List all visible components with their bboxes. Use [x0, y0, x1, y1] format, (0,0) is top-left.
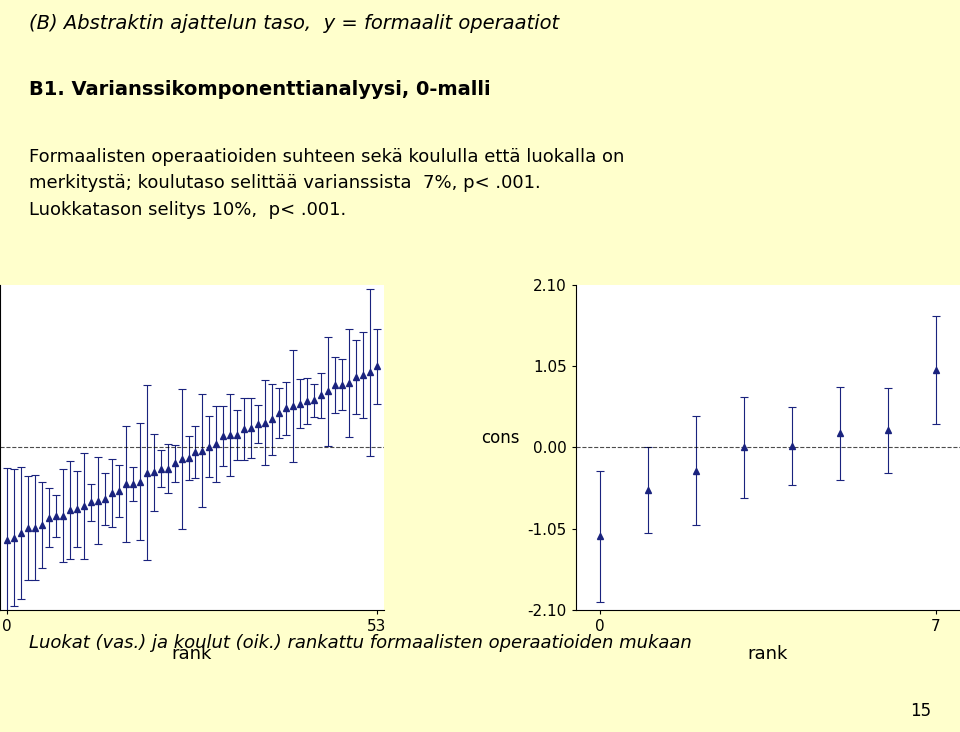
X-axis label: rank: rank: [172, 645, 212, 663]
Text: Luokat (vas.) ja koulut (oik.) rankattu formaalisten operaatioiden mukaan: Luokat (vas.) ja koulut (oik.) rankattu …: [29, 635, 691, 652]
X-axis label: rank: rank: [748, 645, 788, 663]
Text: Formaalisten operaatioiden suhteen sekä koululla että luokalla on
merkitystä; ko: Formaalisten operaatioiden suhteen sekä …: [29, 148, 624, 219]
Text: (B) Abstraktin ajattelun taso,  y = formaalit operaatiot: (B) Abstraktin ajattelun taso, y = forma…: [29, 14, 559, 33]
Text: B1. Varianssikomponenttianalyysi, 0-malli: B1. Varianssikomponenttianalyysi, 0-mall…: [29, 80, 491, 99]
Text: 15: 15: [910, 702, 931, 720]
Y-axis label: cons: cons: [481, 430, 519, 447]
